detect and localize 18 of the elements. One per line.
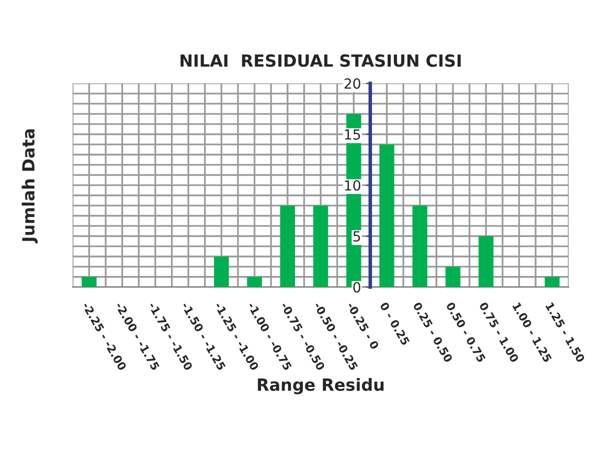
bar [214, 256, 229, 288]
x-axis-title: Range Residu [258, 378, 384, 394]
bar [280, 206, 296, 288]
y-tick-label: 5 [353, 231, 360, 242]
y-tick-label: 20 [344, 78, 360, 89]
bar [478, 236, 494, 288]
bar [544, 276, 560, 288]
bar [412, 206, 428, 288]
bar [446, 266, 460, 288]
y-tick-label: 0 [353, 282, 360, 293]
bar [247, 276, 262, 288]
chart-title: NILAI RESIDUAL STASIUN CISI [180, 54, 461, 67]
y-axis-title: Jumlah Data [22, 129, 38, 244]
bar [313, 206, 328, 288]
y-tick-label: 15 [345, 129, 360, 140]
y-tick-label: 10 [345, 180, 360, 191]
bar [379, 144, 394, 288]
bar [82, 276, 97, 288]
